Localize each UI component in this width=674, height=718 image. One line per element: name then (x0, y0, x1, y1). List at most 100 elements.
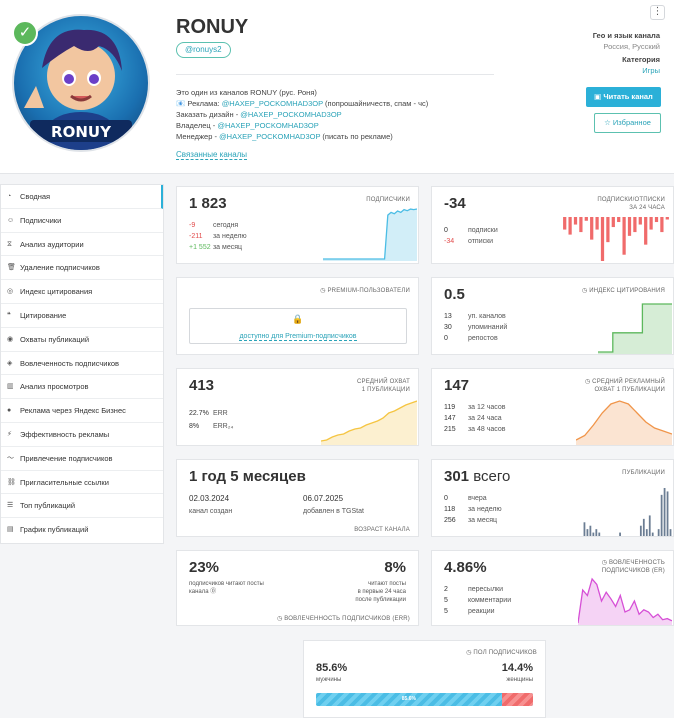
daily-subs-card[interactable]: -34 ПОДПИСКИ/ОТПИСКИ ЗА 24 ЧАСА 0 подписк… (431, 186, 674, 264)
posts-card[interactable]: 301 всего ПУБЛИКАЦИИ 0 вчера 118 за неде… (431, 459, 674, 537)
posts-count: 301 (444, 468, 470, 485)
favorite-button[interactable]: ☆ Избранное (594, 113, 661, 133)
daily-value: -34 (444, 195, 466, 212)
geo-value: Россия, Русский (603, 42, 660, 51)
reach-trend-line (321, 400, 417, 442)
clock-icon: ◷ (466, 650, 472, 656)
reach-label-line: СРЕДНИЙ ОХВАТ (356, 379, 410, 385)
sidebar-item-yandex-ads[interactable]: ● Реклама через Яндекс Бизнес (1, 399, 163, 423)
stat-value: 8% (189, 423, 200, 430)
daily-subs-unsubs-bar (654, 217, 659, 223)
stat-row: 119 за 12 часов (444, 402, 505, 413)
engagement-label-line: ПОДПИСЧИКОВ (ER) (601, 568, 665, 574)
posts-per-day-bar (598, 532, 601, 536)
stat-value: 13 (444, 313, 452, 320)
reach-card[interactable]: 413 СРЕДНИЙ ОХВАТ 1 ПУБЛИКАЦИИ 22.7% ERR … (176, 368, 419, 446)
sidebar-item-citations[interactable]: ❝ Цитирование (1, 304, 163, 328)
avatar-illustration: RONUY (24, 29, 132, 150)
description-line: Владелец - @HAXEP_POCKOMHAD3OP (176, 120, 506, 131)
err-card[interactable]: 23% подписчиков читают посты канала ⓪ 8% … (176, 550, 419, 626)
sidebar-item-ad-efficiency[interactable]: ⚡ Эффективность рекламы (1, 423, 163, 447)
description-link[interactable]: @HAXEP_POCKOMHAD3OP (219, 132, 321, 141)
sidebar-item-post-schedule[interactable]: ▤ График публикаций (1, 518, 163, 542)
sidebar-item-label: Вовлеченность подписчиков (20, 358, 119, 368)
engagement-label-line: ВОВЛЕЧЕННОСТЬ (608, 560, 665, 566)
description-link[interactable]: @HAXEP_POCKOMHAD3OP (221, 99, 323, 108)
err-left-line: канала (189, 589, 209, 595)
sidebar-item-citation-index[interactable]: ◎ Индекс цитирования (1, 280, 163, 304)
sidebar-item-summary[interactable]: ◔ Сводная (1, 185, 163, 209)
stat-row: 0 вчера (444, 493, 487, 504)
premium-card[interactable]: ◷ PREMIUM-ПОЛЬЗОВАТЕЛИ 🔒 доступно для Pr… (176, 277, 419, 355)
daily-subs-unsubs-bar (568, 217, 572, 235)
sidebar-item-label: График публикаций (20, 525, 89, 535)
premium-label: ◷ PREMIUM-ПОЛЬЗОВАТЕЛИ (320, 287, 410, 295)
ad-reach-card[interactable]: 147 ◷ СРЕДНИЙ РЕКЛАМНЫЙ ОХВАТ 1 ПУБЛИКАЦИ… (431, 368, 674, 446)
sidebar-item-label: Охваты публикаций (20, 334, 90, 344)
sidebar-item-audience[interactable]: ⧖ Анализ аудитории (1, 233, 163, 257)
posts-per-day-bar (648, 515, 651, 536)
err-left-line: подписчиков читают посты (189, 581, 264, 587)
more-menu-button[interactable]: ⋮ (650, 5, 665, 20)
sidebar-item-top-posts[interactable]: ☰ Топ публикаций (1, 494, 163, 519)
geo-info: Гео и язык канала Россия, Русский (593, 31, 660, 51)
stat-row: 147 за 24 часа (444, 413, 502, 424)
stat-row: 2 пересылки (444, 584, 503, 595)
stat-label: подписки (467, 227, 498, 234)
sidebar-item-invite-links[interactable]: ⛓ Пригласительные ссылки (1, 471, 163, 495)
stat-value: 0 (444, 335, 448, 342)
stat-label: вчера (467, 495, 487, 502)
description-text: 📧 Реклама: (176, 99, 222, 108)
description-link[interactable]: @HAXEP_POCKOMHAD3OP (217, 121, 319, 130)
calendar-icon: ▤ (7, 526, 14, 534)
err-left-value: 23% (189, 559, 220, 576)
channel-header: RONUY ✓ RONUY @ronuys2 Это один из канал… (0, 0, 674, 174)
gender-bar: 85.6% (316, 693, 533, 706)
daily-label: ПОДПИСКИ/ОТПИСКИ ЗА 24 ЧАСА (597, 196, 665, 212)
subscribers-value: 1 823 (189, 195, 227, 212)
male-value: 85.6% (316, 662, 348, 674)
avatar-logo-text: RONUY (51, 123, 112, 141)
sidebar-item-subscribers[interactable]: ☺ Подписчики (1, 209, 163, 233)
clock-icon: ◷ (601, 560, 608, 566)
daily-subs-unsubs-bar (644, 217, 648, 245)
citation-card[interactable]: 0.5 ◷ ИНДЕКС ЦИТИРОВАНИЯ 13 уп. каналов … (431, 277, 674, 355)
posts-per-day-bar (642, 518, 645, 536)
stat-label: упоминаний (467, 324, 508, 331)
premium-lock-box[interactable]: 🔒 доступно для Premium-подписчиков (189, 308, 407, 344)
sidebar-item-views[interactable]: ▥ Анализ просмотров (1, 375, 163, 400)
description-link[interactable]: @HAXEP_POCKOMHAD3OP (240, 110, 342, 119)
channel-handle-link[interactable]: @ronuys2 (176, 42, 231, 58)
stat-label: ERR₂₄ (212, 423, 234, 430)
gender-card[interactable]: ◷ ПОЛ ПОДПИСЧИКОВ 85.6% мужчины 14.4% же… (303, 640, 546, 718)
sidebar-item-reach[interactable]: ◉ Охваты публикаций (1, 328, 163, 352)
subscribers-card[interactable]: 1 823 ПОДПИСЧИКИ -9 сегодня -211 за неде… (176, 186, 419, 264)
category-info: Категория Игры (622, 55, 660, 75)
verified-icon: ✓ (12, 20, 38, 46)
sidebar-item-unsubscribes[interactable]: 🗑 Удаление подписчиков (1, 256, 163, 281)
stat-label: уп. каналов (467, 313, 506, 320)
stat-row: -34 отписки (444, 236, 493, 247)
posts-label: ПУБЛИКАЦИИ (622, 470, 665, 476)
sidebar-item-label: Реклама через Яндекс Бизнес (20, 406, 126, 416)
related-channels-link[interactable]: Связанные каналы (176, 150, 248, 160)
read-channel-button[interactable]: ▣ Читать канал (586, 87, 661, 107)
sidebar-item-acquisition[interactable]: 〜 Привлечение подписчиков (1, 447, 163, 471)
ad-reach-label-line: ОХВАТ 1 ПУБЛИКАЦИИ (594, 387, 665, 393)
description-text: (попрошайничеств, спам - чс) (322, 99, 429, 108)
engagement-card[interactable]: 4.86% ◷ ВОВЛЕЧЕННОСТЬ ПОДПИСЧИКОВ (ER) 2 … (431, 550, 674, 626)
category-link[interactable]: Игры (642, 66, 660, 75)
premium-access-link[interactable]: доступно для Premium-подписчиков (239, 333, 357, 341)
subscribers-trend-line (323, 208, 417, 260)
target-icon: ◎ (7, 288, 14, 296)
channel-age-card[interactable]: 1 год 5 месяцев 02.03.2024 канал создан … (176, 459, 419, 537)
sidebar-item-engagement[interactable]: ◈ Вовлеченность подписчиков (1, 352, 163, 376)
stat-row: 13 уп. каналов (444, 311, 506, 322)
citation-label: ◷ ИНДЕКС ЦИТИРОВАНИЯ (582, 287, 665, 295)
stat-row: 5 комментарии (444, 595, 511, 606)
description-text: Менеджер - (176, 132, 220, 141)
daily-subs-unsubs-bar (627, 217, 632, 236)
posts-per-day-bar (669, 529, 672, 536)
gender-label: ◷ ПОЛ ПОДПИСЧИКОВ (466, 649, 537, 657)
er-curve-area (578, 579, 672, 625)
